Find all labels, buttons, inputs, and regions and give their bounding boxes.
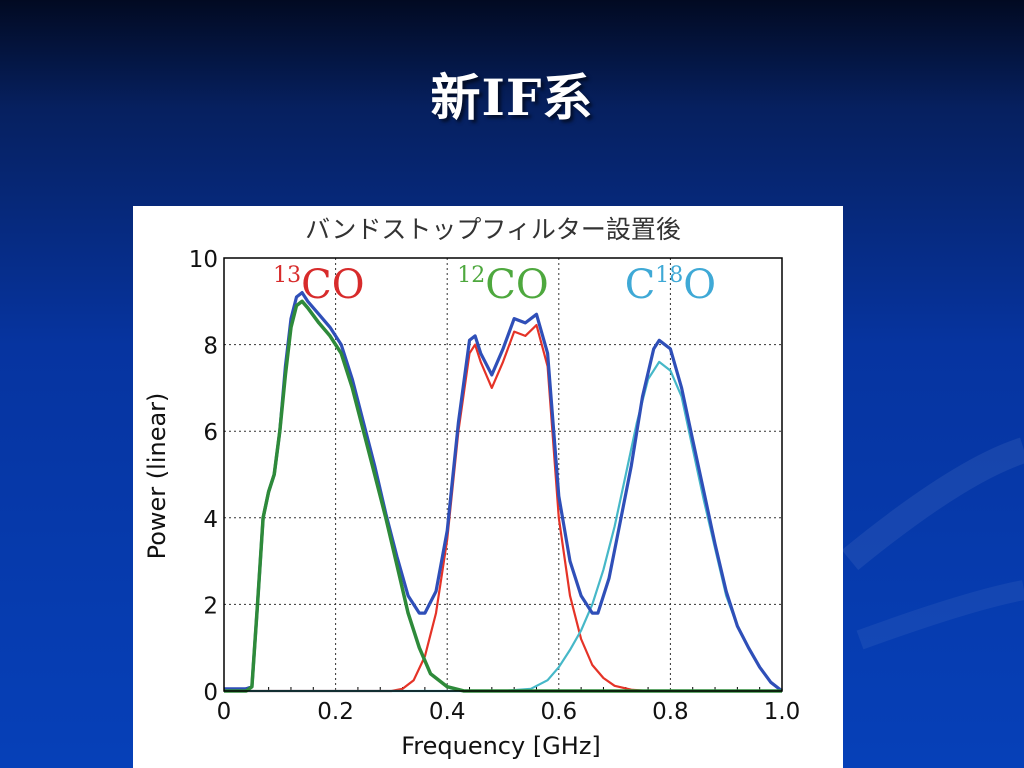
species-label-c18o: C18O <box>625 262 716 308</box>
series-line-c18o <box>224 360 783 693</box>
spectrum-chart: バンドストップフィルター設置後 0 0.2 0.4 0.6 0.8 1.00246810 … <box>143 215 801 760</box>
chart-title: バンドストップフィルター設置後 <box>305 215 681 244</box>
series-line-co12 <box>224 324 782 693</box>
series-lines <box>224 291 783 693</box>
species-labels: 13CO 12CO C18O <box>273 262 716 308</box>
y-tick-label: 2 <box>203 593 218 619</box>
slide-title: 新IF系 <box>430 68 594 127</box>
series-line-total <box>224 291 783 693</box>
species-label-co13: 13CO <box>273 262 364 308</box>
y-tick-label: 8 <box>203 334 218 360</box>
y-tick-label: 4 <box>203 507 218 533</box>
x-tick-label: 0.2 <box>317 699 354 725</box>
x-tick-label: 1.0 <box>764 699 801 725</box>
x-axis-label: Frequency [GHz] <box>401 732 601 760</box>
tick-labels: 0 0.2 0.4 0.6 0.8 1.0 0 2 4 6 8 10 <box>189 247 801 725</box>
series-line-co13 <box>224 299 782 693</box>
x-tick-label: 0.4 <box>429 699 466 725</box>
x-tick-label: 0.8 <box>652 699 689 725</box>
y-axis-label: Power (linear) <box>143 393 171 560</box>
spectrum-figure: バンドストップフィルター設置後 0 0.2 0.4 0.6 0.8 1.0 0 2 4 6 8 10 … <box>133 206 843 768</box>
y-tick-label: 6 <box>203 420 218 446</box>
y-tick-label: 10 <box>189 247 218 273</box>
y-tick-label: 0 <box>203 680 218 706</box>
species-label-co12: 12CO <box>457 262 548 308</box>
plot-frame <box>223 257 783 692</box>
x-tick-label: 0.6 <box>541 699 578 725</box>
x-tick-label: 0 <box>217 699 232 725</box>
